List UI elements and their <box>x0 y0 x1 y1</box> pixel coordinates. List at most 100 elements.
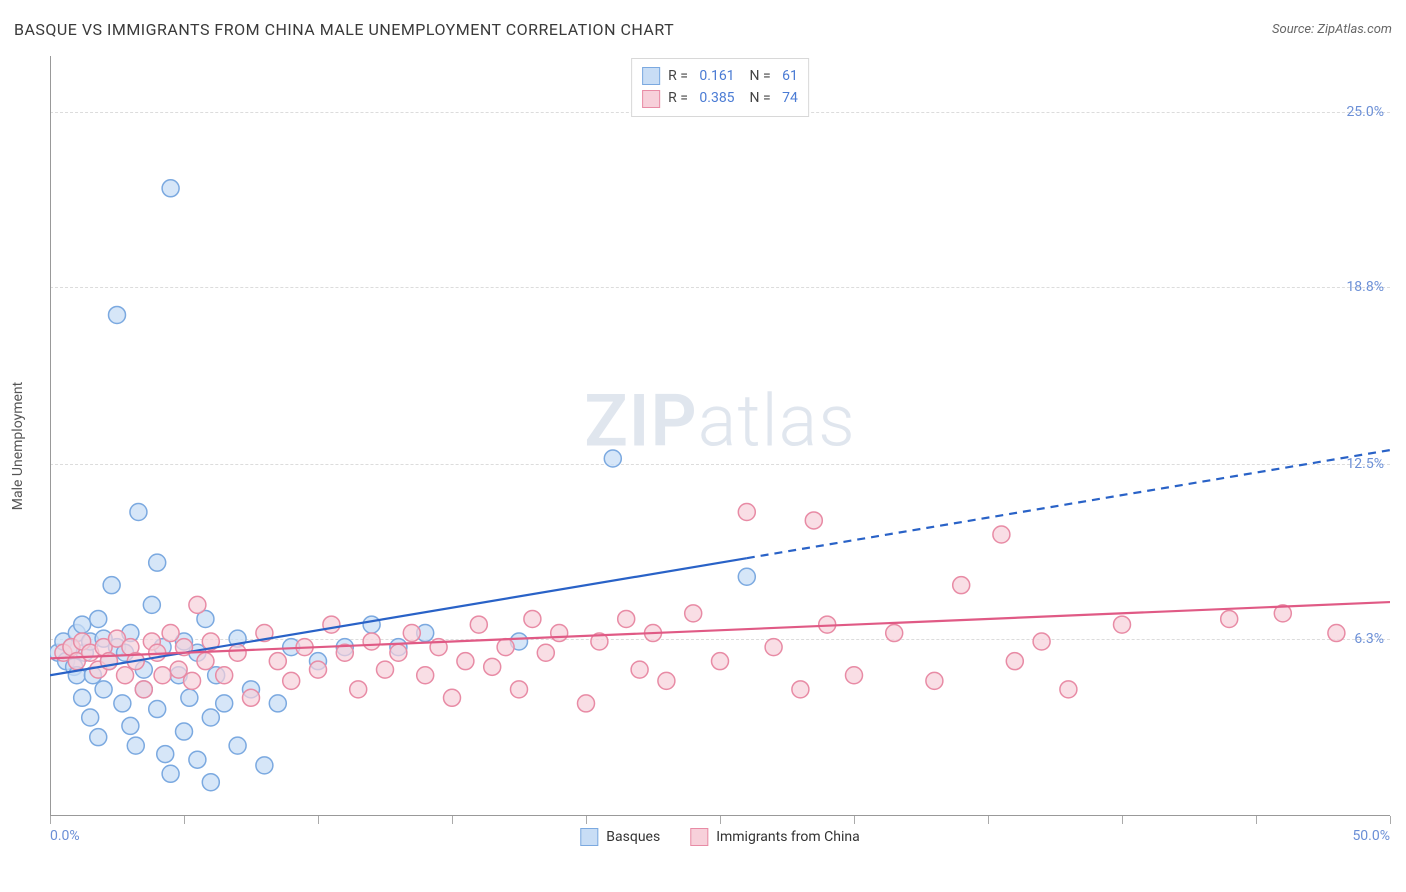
data-point <box>197 653 214 670</box>
data-point <box>149 554 166 571</box>
data-point <box>417 667 434 684</box>
stat-r-value: 0.161 <box>699 65 734 87</box>
data-point <box>95 681 112 698</box>
data-point <box>618 610 635 627</box>
data-point <box>74 616 91 633</box>
data-point <box>1033 633 1050 650</box>
data-point <box>323 616 340 633</box>
data-point <box>1328 625 1345 642</box>
x-tick <box>586 816 587 824</box>
data-point <box>631 661 648 678</box>
data-point <box>390 644 407 661</box>
legend-swatch <box>642 90 660 108</box>
data-point <box>497 639 514 656</box>
data-point <box>229 737 246 754</box>
x-tick <box>50 816 51 824</box>
data-point <box>162 765 179 782</box>
chart-plot-area: ZIPatlas 6.3%12.5%18.8%25.0%0.0%50.0%R =… <box>50 56 1390 816</box>
data-point <box>90 729 107 746</box>
stat-label: R = <box>668 65 691 87</box>
data-point <box>176 723 193 740</box>
data-point <box>90 610 107 627</box>
stat-n-value: 61 <box>782 65 798 87</box>
data-point <box>117 667 134 684</box>
data-point <box>310 661 327 678</box>
legend-item: Immigrants from China <box>690 828 860 846</box>
legend-swatch <box>642 67 660 85</box>
data-point <box>484 658 501 675</box>
stat-label: N = <box>743 65 775 87</box>
data-point <box>350 681 367 698</box>
data-point <box>189 751 206 768</box>
data-point <box>363 616 380 633</box>
x-tick <box>1390 816 1391 824</box>
trend-line <box>50 602 1390 658</box>
data-point <box>269 695 286 712</box>
data-point <box>658 672 675 689</box>
data-point <box>604 450 621 467</box>
data-point <box>109 306 126 323</box>
data-point <box>738 568 755 585</box>
stat-label: R = <box>668 87 691 109</box>
source-attribution: Source: ZipAtlas.com <box>1272 22 1392 37</box>
data-point <box>993 526 1010 543</box>
data-point <box>283 672 300 689</box>
data-point <box>792 681 809 698</box>
legend-label: Basques <box>606 829 660 845</box>
chart-title: BASQUE VS IMMIGRANTS FROM CHINA MALE UNE… <box>14 20 674 39</box>
y-axis-label: Male Unemployment <box>10 382 26 510</box>
data-point <box>953 577 970 594</box>
x-tick <box>318 816 319 824</box>
data-point <box>256 757 273 774</box>
data-point <box>403 625 420 642</box>
data-point <box>181 689 198 706</box>
data-point <box>82 709 99 726</box>
data-point <box>1221 610 1238 627</box>
x-tick-label-right: 50.0% <box>1352 828 1390 844</box>
data-point <box>886 625 903 642</box>
data-point <box>457 653 474 670</box>
x-tick <box>452 816 453 824</box>
correlation-stats-box: R = 0.161 N = 61R = 0.385 N = 74 <box>631 58 809 117</box>
data-point <box>162 180 179 197</box>
data-point <box>157 746 174 763</box>
data-point <box>1060 681 1077 698</box>
data-point <box>269 653 286 670</box>
data-point <box>685 605 702 622</box>
series-legend: Basques Immigrants from China <box>580 828 859 846</box>
data-point <box>926 672 943 689</box>
data-point <box>377 661 394 678</box>
data-point <box>537 644 554 661</box>
data-point <box>216 695 233 712</box>
data-point <box>738 504 755 521</box>
data-point <box>243 689 260 706</box>
legend-label: Immigrants from China <box>716 829 860 845</box>
data-point <box>524 610 541 627</box>
stats-row: R = 0.385 N = 74 <box>642 87 798 109</box>
data-point <box>127 737 144 754</box>
trend-line-extrapolated <box>747 450 1390 558</box>
data-point <box>1006 653 1023 670</box>
x-tick <box>1256 816 1257 824</box>
scatter-plot-svg <box>50 56 1390 816</box>
data-point <box>103 577 120 594</box>
data-point <box>511 681 528 698</box>
legend-swatch <box>580 828 598 846</box>
data-point <box>444 689 461 706</box>
x-tick-label-left: 0.0% <box>50 828 80 844</box>
x-tick <box>854 816 855 824</box>
data-point <box>202 709 219 726</box>
x-tick <box>184 816 185 824</box>
x-tick <box>1122 816 1123 824</box>
data-point <box>122 717 139 734</box>
stats-row: R = 0.161 N = 61 <box>642 65 798 87</box>
data-point <box>189 596 206 613</box>
data-point <box>143 596 160 613</box>
data-point <box>470 616 487 633</box>
data-point <box>135 681 152 698</box>
data-point <box>765 639 782 656</box>
data-point <box>202 774 219 791</box>
x-tick <box>988 816 989 824</box>
data-point <box>130 504 147 521</box>
data-point <box>114 695 131 712</box>
